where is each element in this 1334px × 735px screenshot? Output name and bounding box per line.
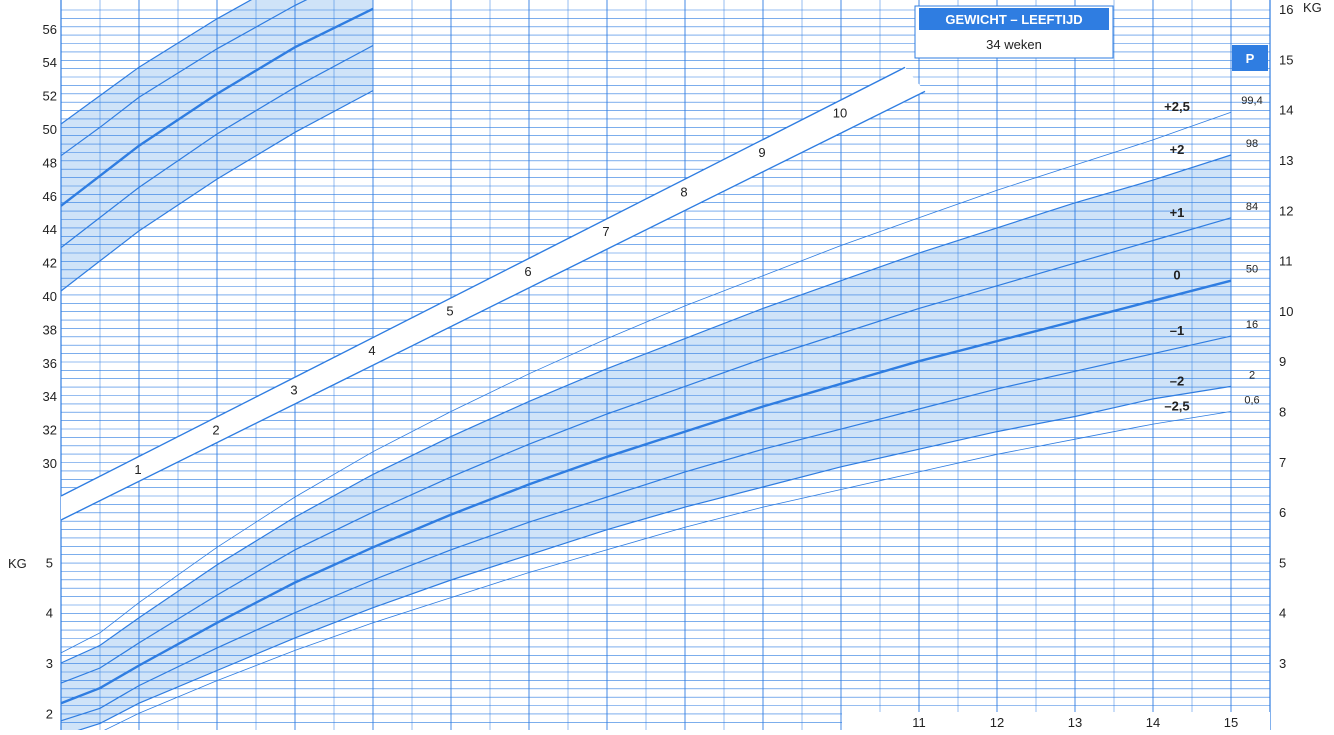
weight-line — [61, 385, 1232, 735]
left-axis-unit: KG — [8, 556, 27, 571]
length-tick-label: 46 — [43, 189, 57, 204]
length-line — [60, 0, 308, 157]
week-marker: 8 — [680, 185, 687, 200]
sd-label: +2,5 — [1164, 99, 1190, 114]
week-marker: 5 — [446, 303, 453, 318]
sd-label: +1 — [1170, 205, 1185, 220]
sd-label: –2 — [1170, 373, 1184, 388]
weight-tick-right-label: 9 — [1279, 354, 1286, 369]
chart-subtitle: 34 weken — [986, 37, 1042, 52]
weight-tick-right-label: 12 — [1279, 203, 1293, 218]
week-marker: 9 — [758, 145, 765, 160]
length-tick-label: 44 — [43, 222, 57, 237]
weight-tick-right-label: 13 — [1279, 153, 1293, 168]
weight-tick-right-label: 3 — [1279, 656, 1286, 671]
x-tick-label: 12 — [990, 715, 1004, 730]
length-tick-label: 36 — [43, 356, 57, 371]
sd-label: –2,5 — [1164, 399, 1189, 414]
title-box: GEWICHT – LEEFTIJD 34 weken — [914, 5, 1114, 59]
weight-tick-right-label: 14 — [1279, 103, 1293, 118]
percentile-header: P — [1232, 45, 1268, 71]
length-tick-label: 32 — [43, 423, 57, 438]
right-axis-unit: KG — [1303, 0, 1322, 15]
weight-line — [60, 217, 1232, 684]
x-tick-label: 15 — [1224, 715, 1238, 730]
weight-tick-right-label: 6 — [1279, 505, 1286, 520]
x-tick-label: 14 — [1146, 715, 1160, 730]
x-axis-panel — [842, 712, 1270, 730]
percentile-label: 2 — [1249, 369, 1255, 381]
percentile-label: 98 — [1246, 138, 1258, 150]
weight-tick-left-label: 2 — [46, 706, 53, 721]
length-tick-label: 42 — [43, 256, 57, 271]
length-line — [60, 90, 374, 292]
sd-label: 0 — [1173, 268, 1180, 283]
weight-line — [60, 335, 1232, 722]
week-marker: 2 — [212, 422, 219, 437]
percentile-label: 50 — [1246, 264, 1258, 276]
week-strip-edge — [60, 66, 906, 497]
percentile-label: 99,4 — [1241, 95, 1262, 107]
length-line — [60, 7, 374, 207]
weight-line — [60, 279, 1232, 705]
week-marker: 7 — [602, 224, 609, 239]
weight-line — [60, 154, 1232, 664]
weight-tick-right-label: 16 — [1279, 2, 1293, 17]
length-tick-label: 34 — [43, 389, 57, 404]
week-marker: 4 — [368, 343, 375, 358]
weight-line — [60, 111, 1232, 654]
length-tick-label: 48 — [43, 155, 57, 170]
length-tick-label: 38 — [43, 322, 57, 337]
weight-tick-right-label: 15 — [1279, 52, 1293, 67]
percentile-header-label: P — [1246, 51, 1255, 66]
week-marker: 1 — [134, 462, 141, 477]
percentile-label: 0,6 — [1244, 395, 1259, 407]
length-tick-label: 52 — [43, 89, 57, 104]
chart-title: GEWICHT – LEEFTIJD — [945, 12, 1082, 27]
weight-tick-right-label: 7 — [1279, 455, 1286, 470]
weight-line — [89, 411, 1232, 735]
sd-label: +2 — [1170, 142, 1185, 157]
percentile-label: 84 — [1246, 201, 1258, 213]
length-tick-label: 40 — [43, 289, 57, 304]
week-marker: 10 — [833, 105, 847, 120]
weight-tick-right-label: 11 — [1279, 254, 1293, 269]
weight-tick-left-label: 4 — [46, 606, 53, 621]
x-tick-label: 11 — [912, 715, 926, 730]
weight-tick-right-label: 10 — [1279, 304, 1293, 319]
week-marker: 3 — [290, 383, 297, 398]
week-strip — [61, 67, 925, 520]
weight-tick-right-label: 5 — [1279, 555, 1286, 570]
week-marker: 6 — [524, 264, 531, 279]
length-tick-label: 54 — [43, 55, 57, 70]
length-tick-label: 30 — [43, 456, 57, 471]
weight-tick-right-label: 8 — [1279, 405, 1286, 420]
length-tick-label: 50 — [43, 122, 57, 137]
length-line — [60, 44, 374, 249]
weight-tick-left-label: 3 — [46, 656, 53, 671]
percentile-label: 16 — [1246, 319, 1258, 331]
x-tick-label: 13 — [1068, 715, 1082, 730]
length-line — [60, 0, 253, 125]
weight-tick-left-label: 5 — [46, 555, 53, 570]
week-strip-edge — [60, 90, 926, 521]
length-tick-label: 56 — [43, 22, 57, 37]
sd-label: –1 — [1170, 323, 1184, 338]
weight-tick-right-label: 4 — [1279, 606, 1286, 621]
